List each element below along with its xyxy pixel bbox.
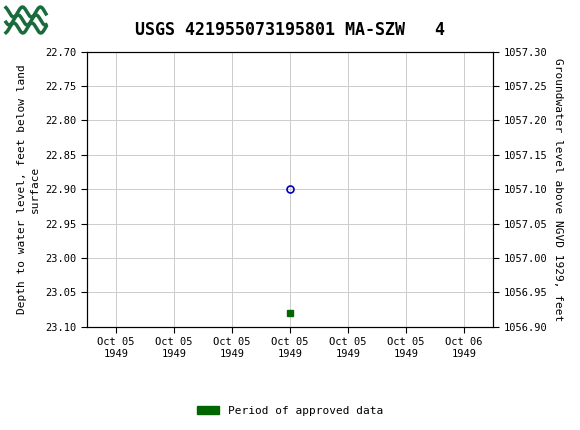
Bar [4,3,94,37]
Text: USGS 421955073195801 MA-SZW   4: USGS 421955073195801 MA-SZW 4 [135,21,445,39]
Y-axis label: Groundwater level above NGVD 1929, feet: Groundwater level above NGVD 1929, feet [553,58,563,321]
Legend: Period of approved data: Period of approved data [193,401,387,420]
Text: USGS: USGS [52,10,120,30]
Y-axis label: Depth to water level, feet below land
surface: Depth to water level, feet below land su… [17,64,40,314]
